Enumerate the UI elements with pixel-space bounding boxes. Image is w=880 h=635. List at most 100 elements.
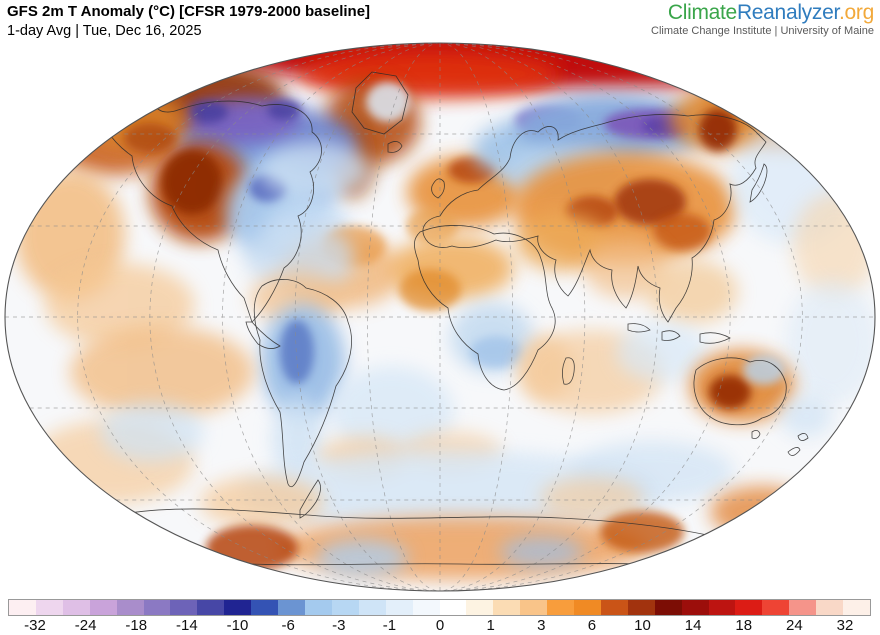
colorbar-tick: 24 xyxy=(786,617,803,634)
colorbar-tick: -32 xyxy=(24,617,46,634)
colorbar-segment xyxy=(789,600,817,615)
colorbar-segment xyxy=(224,600,252,615)
anomaly-blob xyxy=(124,123,176,153)
anomaly-blob xyxy=(188,101,228,123)
anomaly-blob xyxy=(584,238,668,298)
anomaly-blob xyxy=(280,320,314,384)
colorbar-tick: 10 xyxy=(634,617,651,634)
anomaly-blob xyxy=(780,395,832,437)
map-raster xyxy=(5,43,875,591)
colorbar-segment xyxy=(466,600,494,615)
anomaly-blob xyxy=(260,142,370,198)
colorbar-segment xyxy=(62,600,90,615)
colorbar-segment xyxy=(116,600,144,615)
anomaly-blob xyxy=(540,477,644,519)
colorbar-tick: -14 xyxy=(176,617,198,634)
header: GFS 2m T Anomaly (°C) [CFSR 1979-2000 ba… xyxy=(0,0,880,42)
colorbar-segment xyxy=(439,600,467,615)
anomaly-blob xyxy=(516,213,608,271)
colorbar-tick: 3 xyxy=(537,617,546,634)
colorbar-segment xyxy=(843,600,870,615)
map-subtitle: 1-day Avg | Tue, Dec 16, 2025 xyxy=(7,22,202,39)
colorbar-tick: -24 xyxy=(74,617,97,634)
colorbar-segment xyxy=(278,600,305,615)
title-block: GFS 2m T Anomaly (°C) [CFSR 1979-2000 ba… xyxy=(0,0,370,40)
colorbar-segment xyxy=(735,600,763,615)
anomaly-blob xyxy=(399,269,461,311)
colorbar-tick-labels: -32 -24 -18 -14 -10 -6 -3 -1 0 1 3 6 10 14 18 24 32 xyxy=(0,617,880,635)
logo-tagline: Climate Change Institute | University of… xyxy=(651,25,874,38)
anomaly-blob xyxy=(45,263,195,347)
site-logo[interactable]: ClimateReanalyzer.org Climate Change Ins… xyxy=(651,0,880,37)
anomaly-blob xyxy=(240,450,660,534)
colorbar-tick: 18 xyxy=(735,617,753,634)
colorbar-segment xyxy=(89,600,117,615)
colorbar-segment xyxy=(331,600,359,615)
anomaly-blob xyxy=(200,476,324,528)
colorbar-segment xyxy=(816,600,844,615)
colorbar-segment xyxy=(547,600,575,615)
colorbar-segment xyxy=(708,600,736,615)
anomaly-blob xyxy=(614,179,686,225)
colorbar-segment xyxy=(358,600,386,615)
colorbar-segment xyxy=(412,600,440,615)
anomaly-blob xyxy=(366,82,410,122)
anomaly-blob xyxy=(616,322,708,382)
colorbar-tick: -18 xyxy=(125,617,148,634)
anomaly-blob xyxy=(775,43,875,133)
colorbar-segment xyxy=(520,600,548,615)
colorbar-segment xyxy=(170,600,198,615)
map-outline xyxy=(4,42,876,592)
colorbar-tick: -1 xyxy=(382,617,397,634)
logo-part-org: .org xyxy=(839,1,874,24)
colorbar-tick: -10 xyxy=(226,617,249,634)
colorbar-tick: 32 xyxy=(836,617,854,634)
logo-part-reanalyzer: Reanalyzer xyxy=(736,1,839,24)
colorbar-segment xyxy=(627,600,655,615)
anomaly-blob xyxy=(245,223,355,293)
anomaly-blob xyxy=(272,396,324,480)
colorbar-segment xyxy=(251,600,279,615)
colorbar-segment xyxy=(762,600,790,615)
colorbar-segment xyxy=(654,600,682,615)
anomaly-blob xyxy=(267,100,301,120)
colorbar-segment xyxy=(35,600,63,615)
logo-wordmark[interactable]: ClimateReanalyzer.org xyxy=(651,1,874,24)
anomaly-blob xyxy=(699,109,737,151)
anomaly-color-scale xyxy=(8,599,871,616)
anomaly-blob xyxy=(646,260,738,324)
colorbar-tick: 1 xyxy=(486,617,495,634)
colorbar-segment xyxy=(9,600,36,615)
map-title: GFS 2m T Anomaly (°C) [CFSR 1979-2000 ba… xyxy=(7,3,371,20)
anomaly-blob xyxy=(710,486,814,538)
colorbar-segment xyxy=(304,600,332,615)
anomaly-blob xyxy=(162,150,222,214)
colorbar-segment xyxy=(681,600,709,615)
colorbar-segment xyxy=(385,600,413,615)
colorbar-segment xyxy=(493,600,521,615)
anomaly-blob xyxy=(330,366,454,458)
anomaly-blob xyxy=(709,375,751,409)
logo-part-climate: Climate xyxy=(667,1,737,24)
colorbar-tick: 14 xyxy=(684,617,702,634)
graticule xyxy=(5,43,875,591)
anomaly-blob xyxy=(786,280,875,404)
colorbar-segment xyxy=(574,600,601,615)
map-canvas xyxy=(4,42,876,592)
anomaly-blob xyxy=(70,326,254,418)
anomaly-blob xyxy=(470,336,522,368)
world-anomaly-map xyxy=(0,40,880,597)
anomaly-blob xyxy=(100,402,204,462)
colorbar-area: -32 -24 -18 -14 -10 -6 -3 -1 0 1 3 6 10 14 18 24 32 xyxy=(0,597,880,635)
anomaly-blob xyxy=(743,355,785,385)
anomaly-blob xyxy=(500,536,584,568)
anomaly-blob xyxy=(600,511,684,553)
anomaly-blob xyxy=(653,213,711,251)
colorbar-segment xyxy=(197,600,225,615)
colorbar-segment xyxy=(143,600,171,615)
colorbar-tick: -6 xyxy=(281,617,295,634)
anomaly-blob xyxy=(316,539,408,577)
colorbar-segment xyxy=(600,600,628,615)
colorbar-tick: -3 xyxy=(332,617,346,634)
colorbar-tick: 6 xyxy=(587,617,597,634)
